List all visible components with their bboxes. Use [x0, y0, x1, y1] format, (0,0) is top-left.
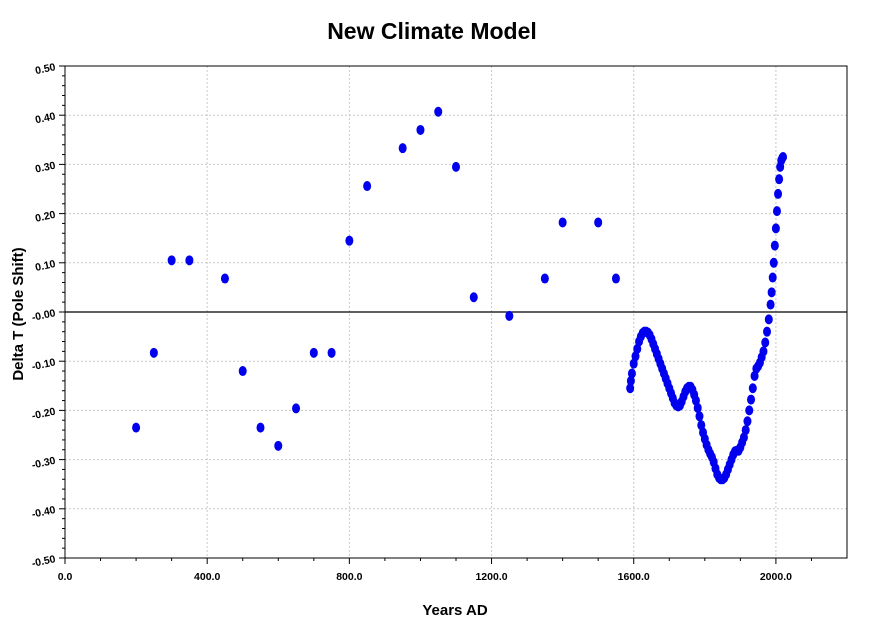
data-point: [768, 272, 777, 283]
y-tick-label: 0.40: [34, 110, 57, 126]
y-tick-label: 0.20: [34, 209, 57, 225]
data-point: [743, 416, 752, 427]
data-point: [256, 422, 265, 433]
data-point: [764, 314, 773, 325]
data-point: [759, 346, 768, 357]
y-tick-label: 0.50: [34, 61, 57, 77]
data-point: [772, 206, 781, 217]
x-tick-label: 1200.0: [475, 571, 507, 583]
y-tick-label: 0.10: [34, 258, 57, 274]
y-tick-label: -0.00: [31, 307, 57, 324]
data-point: [763, 326, 772, 337]
data-point: [185, 255, 194, 266]
y-tick-label: -0.20: [31, 406, 57, 423]
data-point: [309, 347, 318, 358]
data-point: [745, 405, 754, 416]
data-point: [469, 292, 478, 303]
data-point: [558, 217, 567, 228]
x-axis-ticks: 0.0 400.0 800.0 1200.0 1600.0 2000.0: [58, 558, 792, 583]
x-tick-label: 400.0: [194, 571, 220, 583]
data-point: [363, 181, 372, 192]
data-point: [416, 124, 425, 135]
data-point: [627, 368, 636, 379]
data-point: [594, 217, 603, 228]
data-point: [167, 255, 176, 266]
data-point: [434, 106, 443, 117]
x-axis-title: Years AD: [422, 602, 487, 619]
data-point: [345, 235, 354, 246]
y-axis-title: Delta T (Pole Shift): [10, 247, 27, 380]
data-point: [767, 287, 776, 298]
data-point: [761, 337, 770, 348]
data-point: [398, 143, 407, 154]
data-point: [626, 375, 635, 386]
y-tick-label: 0.30: [34, 160, 57, 176]
data-point: [452, 161, 460, 172]
y-tick-label: -0.10: [31, 356, 57, 373]
y-tick-label: -0.40: [31, 504, 57, 521]
data-point: [766, 299, 775, 310]
x-tick-label: 1600.0: [618, 571, 650, 583]
data-point: [132, 422, 141, 433]
data-point: [779, 152, 788, 163]
y-tick-label: -0.50: [31, 553, 57, 570]
data-point: [695, 411, 704, 422]
y-axis-ticks: -0.50 -0.40 -0.30 -0.20 -0.10 -0.00 0.10 0.20 0.…: [31, 61, 65, 570]
data-point: [775, 174, 784, 185]
data-point: [747, 394, 756, 405]
data-point: [540, 273, 549, 284]
data-point: [149, 347, 158, 358]
chart-title: New Climate Model: [327, 18, 537, 44]
data-point: [611, 273, 620, 284]
data-point: [238, 366, 247, 377]
data-point: [771, 223, 780, 234]
x-tick-label: 2000.0: [760, 571, 792, 583]
x-tick-label: 800.0: [336, 571, 362, 583]
data-point: [505, 310, 514, 321]
data-point: [769, 257, 778, 268]
data-point: [220, 273, 229, 284]
data-point: [274, 440, 283, 451]
data-point: [327, 347, 336, 358]
data-point: [626, 383, 635, 394]
data-point: [748, 383, 757, 394]
data-points: [132, 106, 788, 485]
data-point: [774, 188, 783, 199]
data-point: [292, 403, 301, 414]
data-point: [770, 240, 779, 251]
minor-ticks: [62, 75, 812, 561]
x-tick-label: 0.0: [58, 571, 73, 583]
y-tick-label: -0.30: [31, 455, 57, 472]
data-point: [741, 425, 750, 436]
data-point: [693, 402, 702, 413]
